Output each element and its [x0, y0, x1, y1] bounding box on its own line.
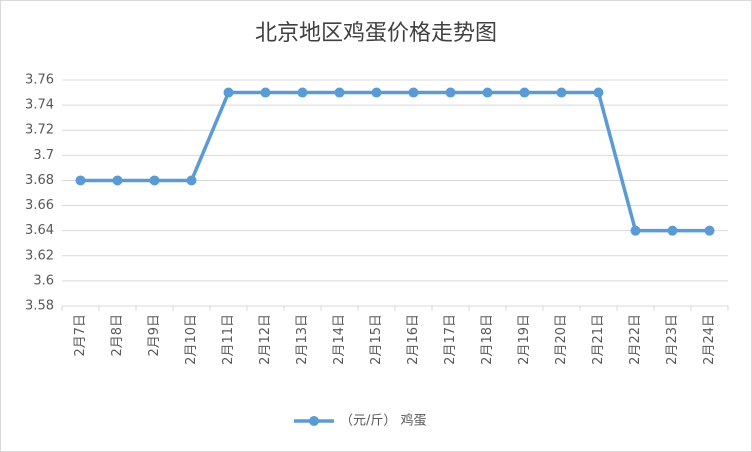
data-point [149, 175, 160, 186]
data-point [704, 225, 715, 236]
y-tick-label: 3.6 [33, 273, 54, 288]
y-tick-label: 3.64 [25, 223, 54, 238]
x-tick-label: 2月19日 [517, 314, 532, 365]
x-tick-label: 2月13日 [295, 314, 310, 365]
data-point [75, 175, 86, 186]
x-tick-label: 2月17日 [443, 314, 458, 365]
data-point [112, 175, 123, 186]
data-point [593, 87, 604, 98]
data-line [80, 90, 710, 233]
legend-label: （元/斤） 鸡蛋 [340, 413, 427, 429]
x-tick-label: 2月14日 [332, 314, 347, 365]
data-point [667, 225, 678, 236]
data-point [630, 225, 641, 236]
y-tick-label: 3.72 [25, 123, 54, 138]
x-tick-label: 2月12日 [258, 314, 273, 365]
data-point [260, 87, 271, 98]
data-point [408, 87, 419, 98]
data-point [519, 87, 530, 98]
x-tick-label: 2月11日 [221, 314, 236, 365]
y-tick-label: 3.7 [33, 148, 54, 163]
data-point [482, 87, 493, 98]
x-tick-label: 2月23日 [665, 314, 680, 365]
x-tick-label: 2月9日 [147, 314, 162, 357]
legend-marker [309, 416, 319, 426]
data-point [445, 87, 456, 98]
y-tick-label: 3.76 [25, 73, 54, 88]
data-point [186, 175, 197, 186]
x-tick-label: 2月21日 [591, 314, 606, 365]
y-tick-label: 3.62 [25, 248, 54, 263]
data-point [334, 87, 345, 98]
x-tick-label: 2月16日 [406, 314, 421, 365]
y-tick-label: 3.66 [25, 198, 54, 213]
x-tick-label: 2月24日 [702, 314, 717, 365]
x-tick-label: 2月18日 [480, 314, 495, 365]
y-tick-label: 3.74 [25, 98, 54, 113]
x-tick-label: 2月7日 [73, 314, 88, 357]
y-tick-label: 3.58 [25, 299, 54, 314]
data-point [223, 87, 234, 98]
x-tick-label: 2月22日 [628, 314, 643, 365]
chart-title: 北京地区鸡蛋价格走势图 [255, 21, 497, 46]
x-tick-label: 2月15日 [369, 314, 384, 365]
y-tick-label: 3.68 [25, 173, 54, 188]
x-tick-label: 2月10日 [184, 314, 199, 365]
data-point [371, 87, 382, 98]
x-tick-label: 2月20日 [554, 314, 569, 365]
data-point [556, 87, 567, 98]
x-tick-label: 2月8日 [110, 314, 125, 357]
data-point [297, 87, 308, 98]
